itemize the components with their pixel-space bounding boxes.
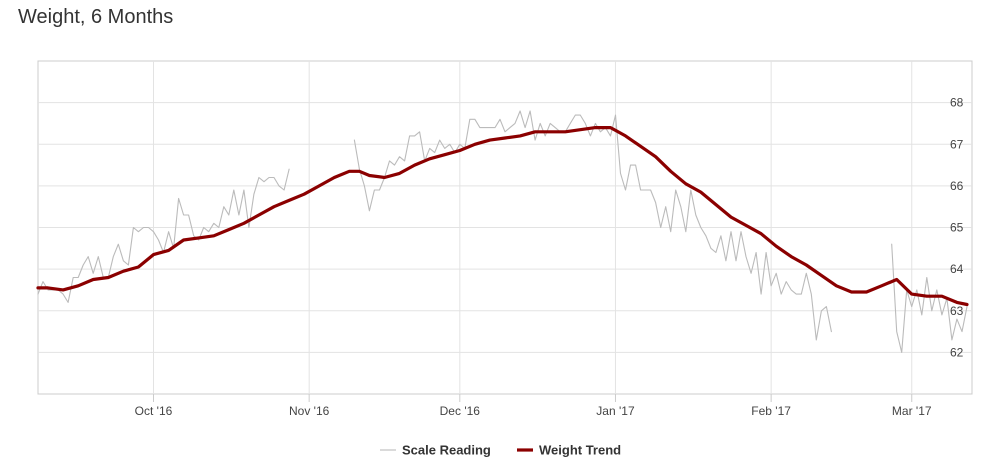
y-tick-label: 64 [950, 262, 964, 276]
legend-item-weight-trend[interactable]: Weight Trend [539, 443, 621, 458]
x-gridlines [152, 61, 913, 402]
x-tick-label: Mar '17 [892, 404, 932, 418]
legend-item-scale-reading[interactable]: Scale Reading [402, 443, 491, 458]
x-tick-label: Feb '17 [751, 404, 791, 418]
x-tick-label: Jan '17 [596, 404, 635, 418]
series-layer [36, 110, 969, 353]
y-tick-label: 63 [950, 304, 964, 318]
legend: Scale Reading Weight Trend [380, 443, 621, 458]
series-line-scale-reading [37, 110, 968, 353]
y-gridlines [38, 102, 972, 353]
y-tick-label: 65 [950, 221, 964, 235]
y-tick-label: 67 [950, 137, 964, 151]
y-tick-label: 66 [950, 179, 964, 193]
x-tick-label: Nov '16 [289, 404, 330, 418]
y-tick-labels: 62 63 64 65 66 67 68 [950, 96, 964, 360]
x-tick-label: Oct '16 [135, 404, 173, 418]
x-tick-label: Dec '16 [440, 404, 481, 418]
series-line-weight-trend [36, 126, 969, 307]
page-title: Weight, 6 Months [18, 6, 174, 28]
y-tick-label: 62 [950, 345, 964, 359]
y-tick-label: 68 [950, 96, 964, 110]
x-tick-labels: Oct '16 Nov '16 Dec '16 Jan '17 Feb '17 Mar '… [135, 404, 932, 418]
